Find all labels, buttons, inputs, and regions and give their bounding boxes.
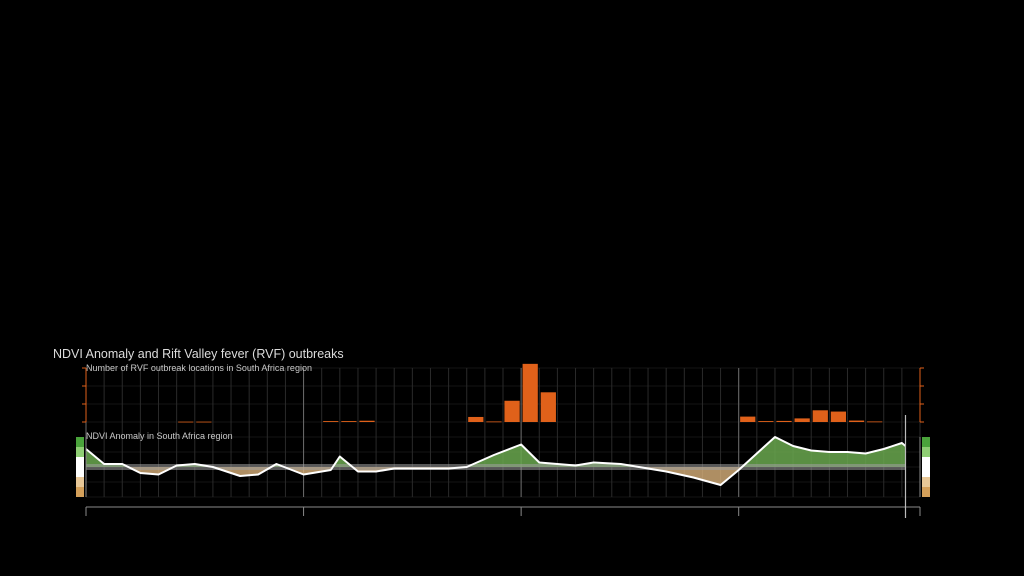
ndvi-areas bbox=[85, 436, 907, 486]
rvf-bar bbox=[468, 416, 484, 422]
ndvi-color-legend-swatch bbox=[922, 477, 930, 487]
ndvi-positive-area bbox=[86, 437, 906, 467]
ndvi-color-legend-swatch bbox=[76, 487, 84, 497]
ndvi-color-legend-swatch bbox=[922, 447, 930, 457]
ndvi-color-legend-swatch bbox=[76, 477, 84, 487]
rvf-bar bbox=[522, 363, 538, 422]
rvf-bar bbox=[341, 421, 357, 422]
rvf-bar bbox=[323, 421, 339, 422]
rvf-bar bbox=[359, 420, 375, 422]
ndvi-color-legend-swatch bbox=[922, 487, 930, 497]
rvf-bar bbox=[486, 421, 502, 423]
rvf-bar bbox=[740, 416, 756, 422]
rvf-bar bbox=[848, 420, 865, 422]
ndvi-subtitle: NDVI Anomaly in South Africa region bbox=[86, 431, 233, 441]
ndvi-color-legend-swatch bbox=[922, 437, 930, 447]
ndvi-color-legend-swatch bbox=[76, 447, 84, 457]
rvf-bar bbox=[812, 410, 828, 422]
rvf-bar bbox=[758, 421, 774, 422]
rvf-bar bbox=[540, 392, 556, 422]
rvf-bar bbox=[776, 420, 792, 422]
rvf-bar bbox=[178, 421, 194, 423]
ndvi-negative-area bbox=[86, 467, 906, 485]
ndvi-neutral-band bbox=[86, 464, 906, 470]
rvf-bar bbox=[867, 421, 883, 423]
ndvi-color-legend-swatch bbox=[922, 457, 930, 467]
rvf-subtitle: Number of RVF outbreak locations in Sout… bbox=[86, 363, 312, 373]
axes bbox=[76, 367, 930, 518]
ndvi-line bbox=[85, 436, 907, 486]
ndvi-color-legend-swatch bbox=[76, 457, 84, 467]
ndvi-color-legend-swatch bbox=[922, 467, 930, 477]
rvf-bars bbox=[178, 363, 883, 423]
rvf-bar bbox=[830, 411, 847, 422]
chart-title: NDVI Anomaly and Rift Valley fever (RVF)… bbox=[53, 347, 344, 361]
rvf-bar bbox=[196, 421, 212, 423]
rvf-bar bbox=[794, 418, 810, 422]
rvf-bar bbox=[504, 400, 520, 422]
ndvi-color-legend-swatch bbox=[76, 467, 84, 477]
ndvi-color-legend-swatch bbox=[76, 437, 84, 447]
